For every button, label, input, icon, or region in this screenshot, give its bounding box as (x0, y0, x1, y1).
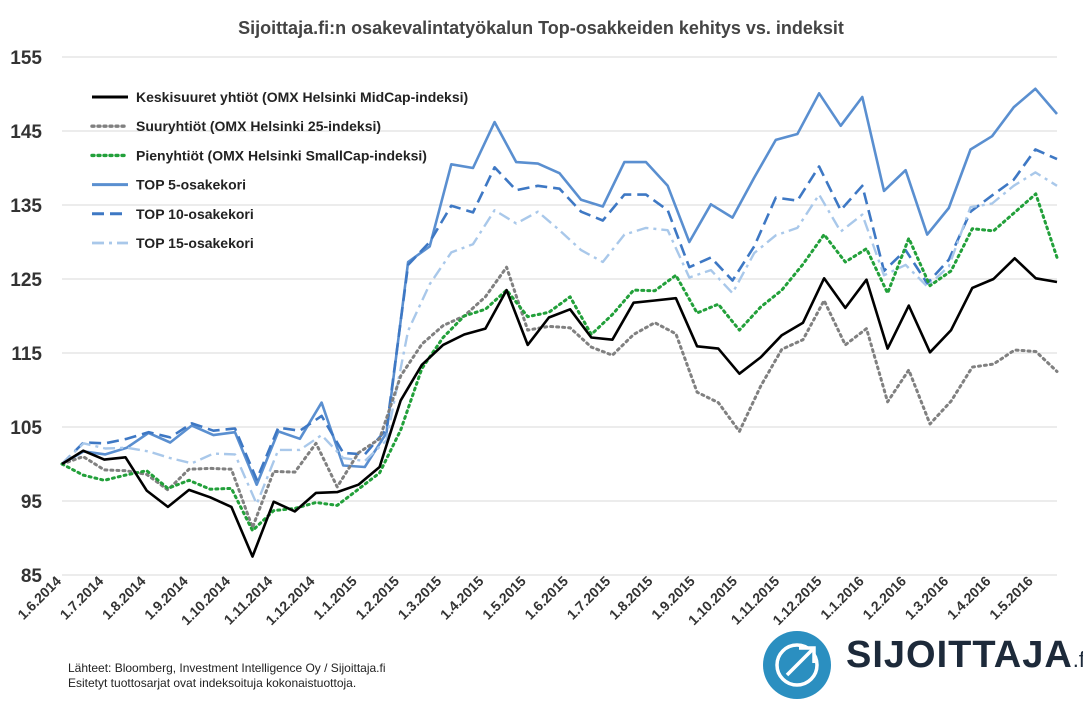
series-line-2 (60, 192, 1059, 533)
y-tick-label: 105 (10, 418, 42, 439)
footer-note: Esitetyt tuottosarjat ovat indeksoituja … (68, 676, 357, 690)
x-axis: 1.6.20141.7.20141.8.20141.9.20141.10.201… (14, 573, 1036, 629)
series-layer (60, 87, 1059, 558)
x-tick-label: 1.1.2016 (817, 573, 867, 623)
x-tick-label: 1.6.2015 (521, 573, 571, 623)
x-tick-label: 1.2.2016 (859, 573, 909, 623)
arrow-up-right-icon (763, 631, 831, 699)
x-tick-label: 1.5.2015 (479, 573, 529, 623)
series-line-1 (60, 265, 1059, 530)
legend-label: TOP 5-osakekori (136, 177, 246, 193)
x-tick-label: 1.2.2015 (352, 573, 402, 623)
x-tick-label: 1.1.2015 (310, 573, 360, 623)
y-tick-label: 115 (11, 344, 42, 365)
x-tick-label: 1.7.2015 (564, 573, 614, 623)
series-line-0 (61, 256, 1058, 558)
series-line-5 (61, 171, 1058, 506)
x-tick-label: 1.7.2014 (57, 573, 107, 623)
y-tick-label: 85 (21, 566, 43, 587)
x-tick-label: 1.8.2015 (606, 573, 656, 623)
series-line-3 (61, 87, 1058, 487)
logo-name: SIJOITTAJA (846, 634, 1073, 676)
legend-label: TOP 15-osakekori (136, 235, 254, 251)
y-tick-label: 145 (10, 122, 42, 143)
legend: Keskisuuret yhtiöt (OMX Helsinki MidCap-… (90, 89, 468, 251)
y-tick-label: 125 (10, 270, 42, 291)
logo-wordmark: SIJOITTAJA.fi (846, 634, 1083, 677)
y-axis: 85 95 105 115 125 135 145 155 (10, 48, 42, 587)
x-tick-label: 1.5.2016 (986, 573, 1036, 623)
legend-label: TOP 10-osakekori (136, 206, 254, 222)
chart-title: Sijoittaja.fi:n osakevalintatyökalun Top… (238, 18, 844, 38)
y-tick-label: 95 (21, 492, 43, 513)
x-tick-label: 1.3.2016 (902, 573, 952, 623)
legend-label: Pienyhtiöt (OMX Helsinki SmallCap-indeks… (136, 147, 427, 163)
x-tick-label: 1.8.2014 (99, 573, 149, 623)
gridlines (62, 56, 1057, 576)
legend-label: Suuryhtiöt (OMX Helsinki 25-indeksi) (136, 118, 381, 134)
series-line-4 (61, 148, 1058, 481)
legend-label: Keskisuuret yhtiöt (OMX Helsinki MidCap-… (136, 89, 468, 105)
x-tick-label: 1.4.2015 (437, 573, 487, 623)
footer-source: Lähteet: Bloomberg, Investment Intellige… (68, 661, 386, 675)
y-tick-label: 135 (10, 196, 42, 217)
y-tick-label: 155 (10, 48, 42, 69)
logo-suffix: .fi (1072, 647, 1083, 672)
x-tick-label: 1.3.2015 (395, 573, 445, 623)
x-tick-label: 1.4.2016 (944, 573, 994, 623)
